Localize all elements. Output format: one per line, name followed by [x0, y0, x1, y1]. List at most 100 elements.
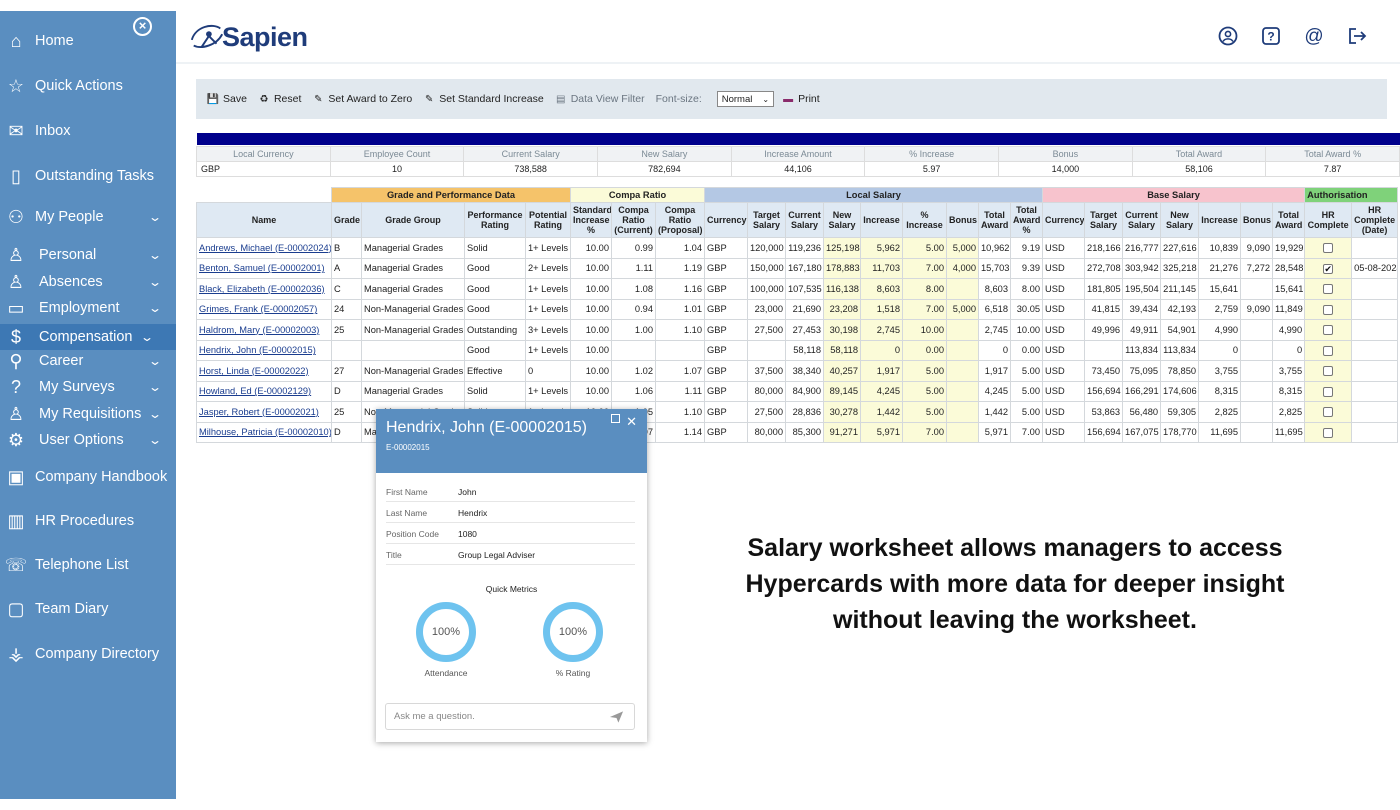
column-header[interactable]: Bonus [946, 202, 980, 238]
at-icon[interactable]: @ [1304, 26, 1324, 46]
grid-cell[interactable]: 0 [860, 339, 904, 361]
grid-cell[interactable]: 10.00 [902, 319, 948, 341]
employee-link[interactable]: Howland, Ed (E-00002129) [199, 386, 312, 397]
table-row[interactable]: Benton, Samuel (E-00002001) A Managerial G… [196, 257, 1399, 279]
grid-cell[interactable]: 11,703 [860, 257, 904, 279]
employee-name-cell[interactable]: Andrews, Michael (E-00002024) [196, 237, 332, 259]
column-header[interactable]: HR Complete (Date) [1351, 202, 1399, 238]
grid-cell[interactable] [946, 278, 980, 300]
sidebar-item-employment[interactable]: ▭ Employment ⌄ [0, 295, 176, 321]
grid-cell[interactable] [946, 360, 980, 382]
data-view-filter-button[interactable]: ▤ Data View Filter [555, 93, 645, 105]
hr-complete-checkbox[interactable]: ✔ [1323, 263, 1334, 274]
grid-cell[interactable]: 1,442 [860, 401, 904, 423]
grid-cell[interactable]: 125,198 [823, 237, 862, 259]
grid-cell[interactable]: 5,000 [946, 298, 980, 320]
font-size-select[interactable]: Normal ⌄ [716, 91, 775, 107]
column-header[interactable]: Increase [860, 202, 904, 238]
grid-cell[interactable]: 7.00 [902, 298, 948, 320]
grid-cell[interactable]: 8,603 [860, 278, 904, 300]
column-header[interactable]: Potential Rating [524, 202, 572, 238]
employee-link[interactable]: Milhouse, Patricia (E-00002010) [199, 427, 332, 438]
column-header[interactable]: New Salary [823, 202, 862, 238]
chevron-down-icon[interactable]: ⌄ [147, 407, 163, 421]
employee-name-cell[interactable]: Horst, Linda (E-00002022) [196, 360, 332, 382]
hr-complete-cell[interactable] [1304, 319, 1353, 341]
column-header[interactable]: Current Salary [785, 202, 825, 238]
sidebar-item-career[interactable]: ⚲ Career ⌄ [0, 348, 176, 374]
grid-cell[interactable]: 91,271 [823, 421, 862, 443]
table-row[interactable]: Grimes, Frank (E-00002057) 24 Non-Manageri… [196, 298, 1399, 320]
grid-cell[interactable]: 40,257 [823, 360, 862, 382]
column-header[interactable]: Total Award % [1010, 202, 1044, 238]
employee-link[interactable]: Hendrix, John (E-00002015) [199, 345, 316, 356]
sidebar-item-my-surveys[interactable]: ? My Surveys ⌄ [0, 374, 176, 400]
sidebar-item-my-people[interactable]: ⚇ My People ⌄ [0, 204, 176, 230]
grid-cell[interactable]: 89,145 [823, 380, 862, 402]
sidebar-item-hr-procedures[interactable]: ▥ HR Procedures [0, 508, 176, 534]
employee-link[interactable]: Haldrom, Mary (E-00002003) [199, 324, 320, 335]
grid-cell[interactable]: 5,971 [860, 421, 904, 443]
table-row[interactable]: Howland, Ed (E-00002129) D Managerial Grad… [196, 380, 1399, 402]
grid-cell[interactable]: 5.00 [902, 380, 948, 402]
sidebar-item-telephone-list[interactable]: ☏ Telephone List [0, 552, 176, 578]
grid-cell[interactable]: 7.00 [902, 257, 948, 279]
employee-link[interactable]: Grimes, Frank (E-00002057) [199, 304, 318, 315]
column-header[interactable]: Target Salary [1084, 202, 1124, 238]
grid-cell[interactable] [946, 319, 980, 341]
hr-complete-checkbox[interactable] [1323, 325, 1334, 336]
hr-complete-checkbox[interactable] [1323, 427, 1334, 438]
employee-name-cell[interactable]: Grimes, Frank (E-00002057) [196, 298, 332, 320]
hr-complete-cell[interactable] [1304, 339, 1353, 361]
employee-name-cell[interactable]: Haldrom, Mary (E-00002003) [196, 319, 332, 341]
hr-complete-checkbox[interactable] [1323, 407, 1334, 418]
chevron-down-icon[interactable]: ⌄ [139, 330, 155, 344]
column-header[interactable]: Standard Increase % [570, 202, 613, 238]
user-icon[interactable] [1218, 26, 1238, 46]
column-header[interactable]: Bonus [1240, 202, 1274, 238]
sidebar-item-absences[interactable]: ♙ Absences ⌄ [0, 269, 176, 295]
grid-cell[interactable]: 1,917 [860, 360, 904, 382]
sidebar-item-my-requisitions[interactable]: ♙ My Requisitions ⌄ [0, 401, 176, 427]
table-row[interactable]: Hendrix, John (E-00002015) Good 1+ Levels 1… [196, 339, 1399, 361]
table-row[interactable]: Horst, Linda (E-00002022) 27 Non-Manageria… [196, 360, 1399, 382]
grid-cell[interactable]: 7.00 [902, 421, 948, 443]
column-header[interactable]: Total Award [978, 202, 1012, 238]
set-award-zero-button[interactable]: ✎ Set Award to Zero [312, 93, 412, 105]
sidebar-item-personal[interactable]: ♙ Personal ⌄ [0, 242, 176, 268]
ask-question-input[interactable]: Ask me a question. [385, 703, 635, 730]
hr-complete-cell[interactable]: ✔ [1304, 257, 1353, 279]
grid-cell[interactable]: 30,198 [823, 319, 862, 341]
set-standard-increase-button[interactable]: ✎ Set Standard Increase [423, 93, 544, 105]
employee-link[interactable]: Benton, Samuel (E-00002001) [199, 263, 325, 274]
grid-cell[interactable]: 1,518 [860, 298, 904, 320]
grid-cell[interactable]: 178,883 [823, 257, 862, 279]
hr-complete-cell[interactable] [1304, 380, 1353, 402]
hr-complete-cell[interactable] [1304, 360, 1353, 382]
column-header[interactable]: Currency [1042, 202, 1086, 238]
column-header[interactable]: New Salary [1160, 202, 1200, 238]
hr-complete-checkbox[interactable] [1323, 243, 1334, 254]
grid-cell[interactable]: 5.00 [902, 237, 948, 259]
column-header[interactable]: Grade [331, 202, 362, 238]
chevron-down-icon[interactable]: ⌄ [147, 433, 163, 447]
table-row[interactable]: Andrews, Michael (E-00002024) B Managerial… [196, 237, 1399, 259]
table-row[interactable]: Black, Elizabeth (E-00002036) C Managerial… [196, 278, 1399, 300]
chevron-down-icon[interactable]: ⌄ [147, 354, 163, 368]
grid-cell[interactable]: 58,118 [823, 339, 862, 361]
chevron-down-icon[interactable]: ⌄ [147, 275, 163, 289]
column-header[interactable]: Compa Ratio (Proposal) [655, 202, 706, 238]
grid-cell[interactable]: 8.00 [902, 278, 948, 300]
column-header[interactable]: Grade Group [361, 202, 465, 238]
employee-name-cell[interactable]: Hendrix, John (E-00002015) [196, 339, 332, 361]
employee-link[interactable]: Black, Elizabeth (E-00002036) [199, 283, 325, 294]
employee-name-cell[interactable]: Howland, Ed (E-00002129) [196, 380, 332, 402]
grid-cell[interactable]: 5.00 [902, 401, 948, 423]
column-header[interactable]: Name [196, 202, 332, 238]
print-button[interactable]: ▬ Print [782, 93, 820, 105]
logo[interactable]: Sapien [188, 20, 308, 54]
chevron-down-icon[interactable]: ⌄ [147, 248, 163, 262]
grid-cell[interactable]: 30,278 [823, 401, 862, 423]
grid-cell[interactable]: 23,208 [823, 298, 862, 320]
chevron-down-icon[interactable]: ⌄ [147, 380, 163, 394]
